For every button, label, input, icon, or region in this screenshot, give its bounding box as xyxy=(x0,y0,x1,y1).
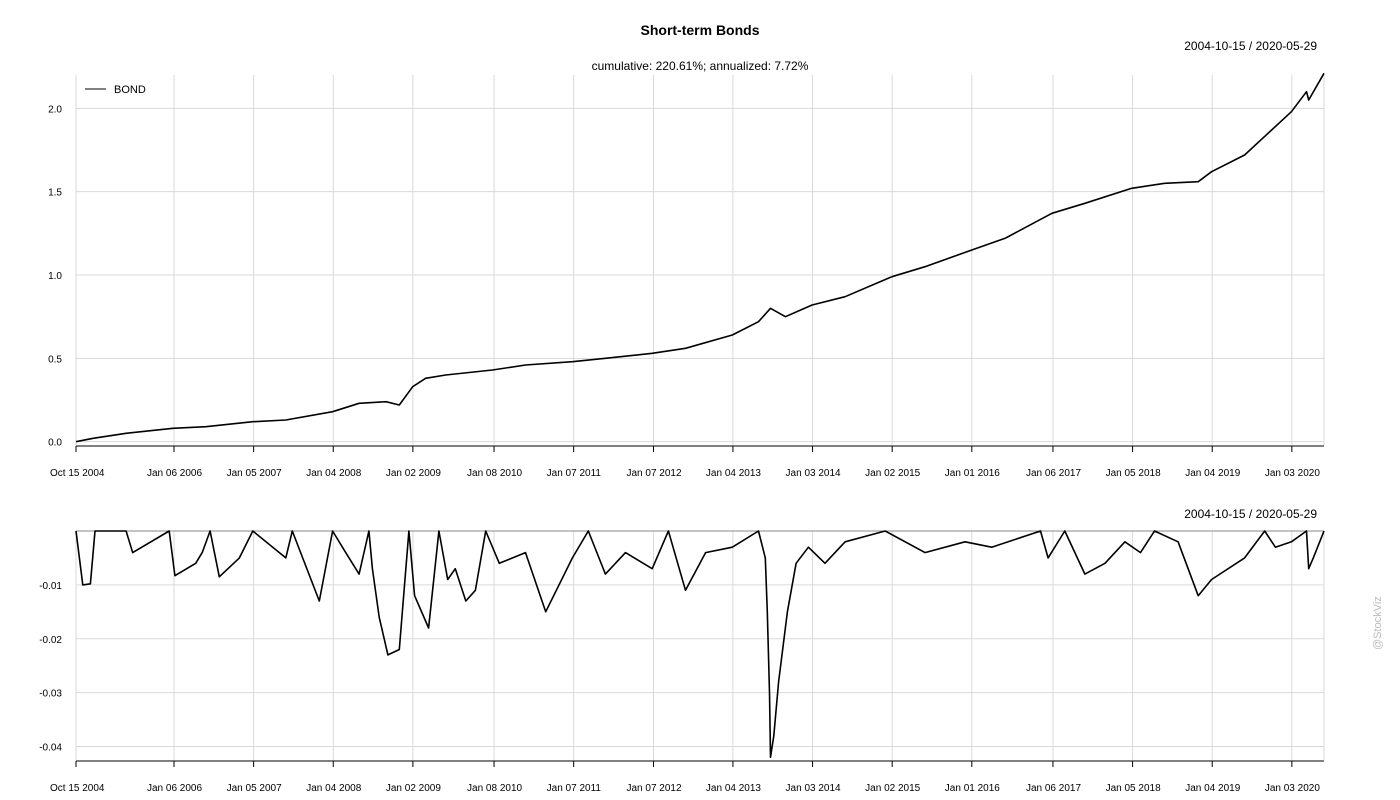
y-tick-label: 2.0 xyxy=(48,104,62,115)
y-tick-label: -0.01 xyxy=(39,581,62,592)
x-tick-label: Jan 06 2006 xyxy=(147,468,202,479)
x-tick-label: Jan 05 2018 xyxy=(1106,783,1161,794)
series-line-bond xyxy=(75,72,1325,443)
x-tick-label: Jan 02 2015 xyxy=(865,468,920,479)
x-tick-label: Jan 05 2007 xyxy=(227,468,282,479)
x-tick-label: Jan 03 2014 xyxy=(786,783,841,794)
x-tick-label: Jan 07 2011 xyxy=(547,468,602,479)
series-line-bond xyxy=(75,530,1325,759)
x-tick-label: Jan 07 2011 xyxy=(547,783,602,794)
x-tick-label: Jan 04 2008 xyxy=(306,783,361,794)
chart-subtitle: cumulative: 220.61%; annualized: 7.72% xyxy=(591,59,809,73)
top-date-range: 2004-10-15 / 2020-05-29 xyxy=(1184,39,1317,53)
x-tick-label: Jan 03 2014 xyxy=(786,468,841,479)
x-tick-label: Oct 15 2004 xyxy=(50,468,105,479)
y-tick-label: 0.5 xyxy=(48,354,62,365)
x-tick-label: Jan 06 2006 xyxy=(147,783,202,794)
x-tick-label: Jan 07 2012 xyxy=(627,468,682,479)
legend-label: BOND xyxy=(114,84,146,96)
chart-title: Short-term Bonds xyxy=(640,22,760,38)
x-tick-label: Jan 04 2008 xyxy=(306,468,361,479)
y-tick-label: 1.0 xyxy=(48,271,62,282)
panel-cumulative: Oct 15 2004 Jan 06 2006 Jan 05 2007 Jan 04 … xyxy=(48,72,1325,479)
x-tick-label: Jan 04 2019 xyxy=(1185,783,1240,794)
x-tick-label: Jan 04 2013 xyxy=(706,783,761,794)
x-tick-label: Jan 01 2016 xyxy=(945,783,1000,794)
y-tick-label: 1.5 xyxy=(48,188,62,199)
x-tick-label: Jan 05 2007 xyxy=(227,783,282,794)
y-tick-label: 0.0 xyxy=(48,438,62,449)
x-tick-label: Jan 08 2010 xyxy=(467,468,522,479)
x-tick-label: Jan 02 2009 xyxy=(386,783,441,794)
x-tick-label: Jan 08 2010 xyxy=(467,783,522,794)
x-tick-label: Jan 03 2020 xyxy=(1265,468,1320,479)
y-tick-label: -0.02 xyxy=(39,635,62,646)
x-tick-label: Jan 04 2013 xyxy=(706,468,761,479)
watermark: @StockViz xyxy=(1372,596,1384,650)
x-tick-label: Jan 02 2009 xyxy=(386,468,441,479)
x-tick-label: Jan 06 2017 xyxy=(1026,468,1081,479)
x-tick-label: Oct 15 2004 xyxy=(50,783,105,794)
x-tick-label: Jan 02 2015 xyxy=(865,783,920,794)
panel-drawdown: Oct 15 2004 Jan 06 2006 Jan 05 2007 Jan 04 … xyxy=(39,530,1325,794)
x-tick-label: Jan 03 2020 xyxy=(1265,783,1320,794)
y-tick-label: -0.04 xyxy=(39,743,62,754)
x-tick-label: Jan 04 2019 xyxy=(1185,468,1240,479)
x-tick-label: Jan 05 2018 xyxy=(1106,468,1161,479)
x-tick-label: Jan 07 2012 xyxy=(627,783,682,794)
x-tick-label: Jan 06 2017 xyxy=(1026,783,1081,794)
y-tick-label: -0.03 xyxy=(39,689,62,700)
bottom-date-range: 2004-10-15 / 2020-05-29 xyxy=(1184,507,1317,521)
x-tick-label: Jan 01 2016 xyxy=(945,468,1000,479)
